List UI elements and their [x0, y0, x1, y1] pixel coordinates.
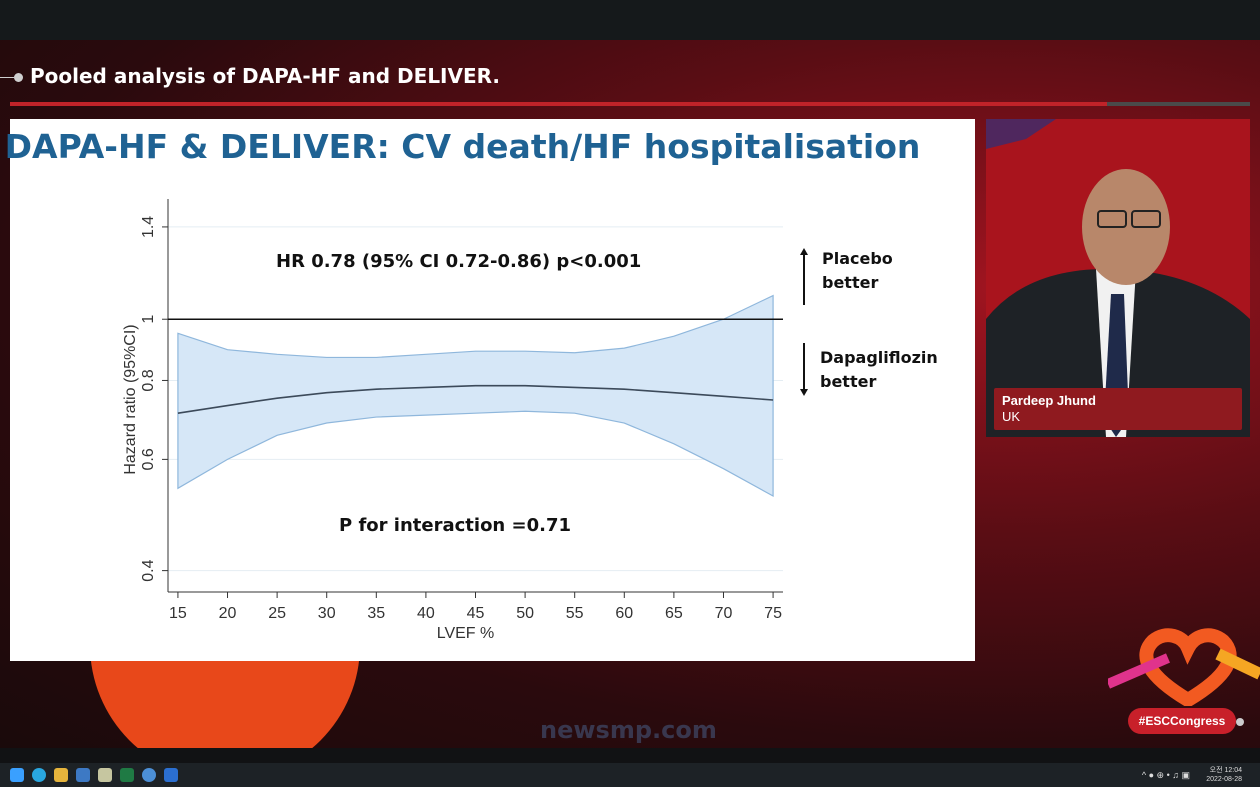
notepad-icon[interactable]: [76, 768, 90, 782]
x-tick-label: 55: [566, 605, 584, 622]
header-dot: [14, 73, 23, 82]
top-bar: [0, 0, 1260, 40]
y-tick-label: 1.4: [140, 216, 157, 238]
x-tick-label: 35: [367, 605, 385, 622]
x-tick-label: 60: [615, 605, 633, 622]
y-tick-label: 0.4: [140, 559, 157, 581]
y-tick-label: 1: [140, 315, 157, 324]
dapagliflozin-better-label: Dapagliflozin better: [820, 348, 938, 391]
hr-annotation: HR 0.78 (95% CI 0.72-0.86) p<0.001: [276, 251, 642, 272]
placebo-better-label: Placebo better: [822, 249, 893, 292]
store-icon[interactable]: [164, 768, 178, 782]
progress-bar: [10, 102, 1250, 106]
estimate-line: [177, 384, 774, 414]
x-tick-label: 75: [764, 605, 782, 622]
header-line: [0, 77, 14, 78]
progress-bar-fill: [10, 102, 1108, 106]
y-tick-label: 0.8: [140, 369, 157, 391]
hashtag-dot: [1236, 718, 1244, 726]
taskbar: ^ ● ⊕ • ♫ ▣ 오전 12:04 2022-08-28: [0, 763, 1260, 787]
x-tick-label: 30: [318, 605, 336, 622]
windows-start-icon[interactable]: [10, 768, 24, 782]
speaker-location: UK: [1002, 409, 1021, 424]
watermark: newsmp.com: [540, 716, 717, 744]
hazard-ratio-chart: 0.4 0.6 0.8 1 1.4 15 20 25 30 35 40 45 50 55 60 65 70 75 L…: [122, 199, 783, 642]
x-tick-label: 40: [417, 605, 435, 622]
esc-heart-logo-icon: [1108, 628, 1260, 706]
excel-icon[interactable]: [120, 768, 134, 782]
broadcast-stage: Pooled analysis of DAPA-HF and DELIVER. …: [0, 40, 1260, 748]
interaction-annotation: P for interaction =0.71: [339, 515, 572, 536]
network-app-icon[interactable]: [142, 768, 156, 782]
slide: DAPA-HF & DELIVER: CV death/HF hospitali…: [5, 119, 975, 661]
speaker-name: Pardeep Jhund: [1002, 393, 1096, 408]
x-tick-label: 15: [169, 605, 187, 622]
x-axis-title: LVEF %: [437, 625, 495, 642]
y-axis-title: Hazard ratio (95%CI): [122, 324, 139, 474]
edge-browser-icon[interactable]: [32, 768, 46, 782]
x-tick-label: 65: [665, 605, 683, 622]
file-explorer-icon[interactable]: [54, 768, 68, 782]
x-tick-label: 50: [516, 605, 534, 622]
y-tick-label: 0.6: [140, 448, 157, 470]
hashtag-badge: #ESCCongress: [1128, 708, 1236, 734]
speaker-name-plate: Pardeep Jhund UK: [994, 388, 1242, 430]
x-tick-label: 20: [219, 605, 237, 622]
x-tick-label: 45: [467, 605, 485, 622]
system-clock[interactable]: 오전 12:04 2022-08-28: [1206, 767, 1242, 783]
app-icon[interactable]: [98, 768, 112, 782]
x-tick-label: 25: [268, 605, 286, 622]
x-tick-label: 70: [715, 605, 733, 622]
direction-arrows: [800, 248, 808, 396]
broadcast-title: Pooled analysis of DAPA-HF and DELIVER.: [30, 64, 501, 88]
ci-band: [177, 294, 774, 498]
slide-title: DAPA-HF & DELIVER: CV death/HF hospitali…: [4, 127, 921, 166]
system-tray-icons[interactable]: ^ ● ⊕ • ♫ ▣: [1141, 770, 1190, 780]
